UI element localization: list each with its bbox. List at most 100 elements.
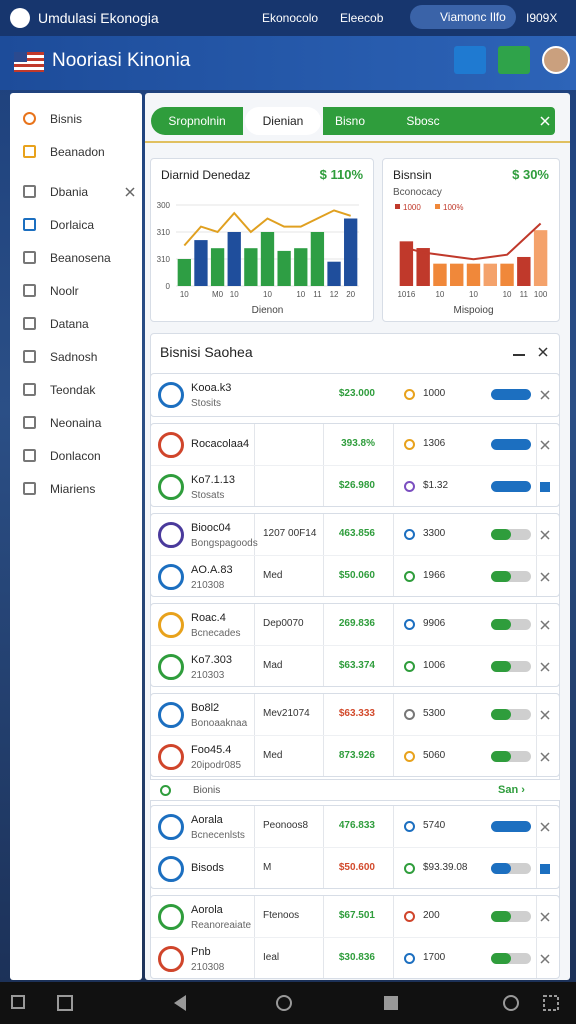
list-row[interactable]: Biooc04 Bongspagoods 1207 00F14 463.856 3300 [151,514,559,556]
list-row[interactable]: AO.A.83 210308 Med $50.060 1966 [151,556,559,598]
x-stroke [540,954,550,964]
list-row[interactable]: Pnb 210308 Ieal $30.836 1700 [151,938,559,980]
sidebar-item[interactable]: Donlacon [10,446,142,472]
list-row[interactable]: Bisods M $50.600 $93.39.08 [151,848,559,890]
nav-icon[interactable] [543,995,559,1011]
footer-link[interactable]: San › [498,784,525,796]
list-tool[interactable] [513,346,525,356]
sidebar-item[interactable]: Miariens [10,479,142,505]
nav-icon[interactable] [11,995,25,1009]
row-sub: Bonoaaknaa [191,718,248,729]
row-name: Aorola [191,904,223,916]
list-row[interactable]: Aorola Reanoreaiate Ftenoos $67.501 200 [151,896,559,938]
check-icon[interactable] [539,481,551,493]
bar [483,263,497,286]
x-tick-label: 11 [313,290,322,299]
toggle-fill [491,863,511,874]
sidebar-item[interactable]: Datana [10,314,142,340]
close-icon[interactable] [539,619,551,631]
sidebar-item[interactable]: Dbania [10,182,142,208]
sidebar-item[interactable]: Beanosena [10,248,142,274]
sidebar-item[interactable]: Noolr [10,281,142,307]
toggle[interactable] [491,751,531,762]
sidebar-label: Donlacon [50,449,101,463]
sidebar-item[interactable]: Bisnis [10,109,142,135]
status-tab[interactable]: Ekonocolo [262,11,319,25]
toggle[interactable] [491,709,531,720]
list-row[interactable]: Roac.4 Bcnecades Dep0070 269.836 9906 [151,604,559,646]
toggle[interactable] [491,571,531,582]
nav-recent[interactable] [384,996,398,1010]
close-icon[interactable] [539,709,551,721]
row-name: Roac.4 [191,612,226,624]
list-row[interactable]: Aorala Bcnecenlsts Peonoos8 476.833 5740 [151,806,559,848]
close-icon[interactable] [539,115,551,127]
row-amount: $23.000 [338,388,375,399]
list-row[interactable]: Kooa.k3 Stosits $23.000 1000 [151,374,559,416]
sidebar-label: Beanadon [50,145,105,159]
toggle[interactable] [491,863,531,874]
bar [327,261,341,286]
chart-value: $ 30% [512,167,549,182]
tab[interactable]: Dienian [245,107,321,135]
x-axis-label: Dienon [252,305,284,316]
status-tab[interactable]: Eleecob [340,11,384,25]
tab[interactable]: Bisno [323,107,555,135]
status-pill[interactable] [491,821,531,832]
close-icon[interactable] [539,821,551,833]
nav-home[interactable] [276,995,292,1011]
metric-icon [404,661,415,672]
tab[interactable]: Sropnolnin [151,107,243,135]
x-stroke [540,390,550,400]
tab[interactable]: Sbosc [406,114,440,128]
row-amount: $30.836 [338,952,375,963]
close-icon[interactable] [539,529,551,541]
row-code: M [263,862,272,873]
toggle[interactable] [491,911,531,922]
y-tick-label: 310 [157,255,171,264]
sidebar-item[interactable]: Sadnosh [10,347,142,373]
sidebar-label: Teondak [50,383,96,397]
close-icon[interactable] [539,661,551,673]
close-icon[interactable] [537,346,549,358]
status-pill[interactable] [491,481,531,492]
header-button[interactable] [454,46,486,74]
row-name: Pnb [191,946,211,958]
close-icon[interactable] [539,439,551,451]
toggle[interactable] [491,953,531,964]
sidebar-item[interactable]: Neonaina [10,413,142,439]
header-button[interactable] [498,46,530,74]
chart-value: $ 110% [320,167,364,182]
row-icon [158,654,184,680]
list-row[interactable]: Rocacolaa4 393.8% 1306 [151,424,559,466]
list-row[interactable]: Foo45.4 20ipodr085 Med 873.926 5060 [151,736,559,778]
sidebar-item[interactable]: Dorlaica [10,215,142,241]
nav-icon[interactable] [57,995,73,1011]
toggle[interactable] [491,661,531,672]
toggle[interactable] [491,529,531,540]
close-icon[interactable] [539,953,551,965]
close-icon[interactable] [124,186,136,198]
status-pill[interactable] [491,389,531,400]
row-icon [158,856,184,882]
sidebar-item[interactable]: Teondak [10,380,142,406]
toggle[interactable] [491,619,531,630]
check-icon[interactable] [539,863,551,875]
search-box[interactable]: Viamonc Ilfo [410,5,516,29]
header-title: Nooriasi Kinonia [52,50,191,71]
close-icon[interactable] [539,389,551,401]
sidebar-item[interactable]: Beanadon [10,142,142,168]
list-row[interactable]: Bo8l2 Bonoaaknaa Mev21074 $63.333 5300 [151,694,559,736]
metric-icon [404,389,415,400]
close-icon[interactable] [539,571,551,583]
close-icon[interactable] [539,751,551,763]
list-row[interactable]: Ko7.303 210303 Mad $63.374 1006 [151,646,559,688]
sidebar-icon [23,416,36,429]
nav-back[interactable] [174,995,186,1011]
nav-icon[interactable] [503,995,519,1011]
status-pill[interactable] [491,439,531,450]
avatar[interactable] [542,46,570,74]
close-icon[interactable] [539,911,551,923]
app-name[interactable]: Umdulasi Ekonogia [38,10,159,26]
list-row[interactable]: Ko7.1.13 Stosats $26.980 $1.32 [151,466,559,508]
